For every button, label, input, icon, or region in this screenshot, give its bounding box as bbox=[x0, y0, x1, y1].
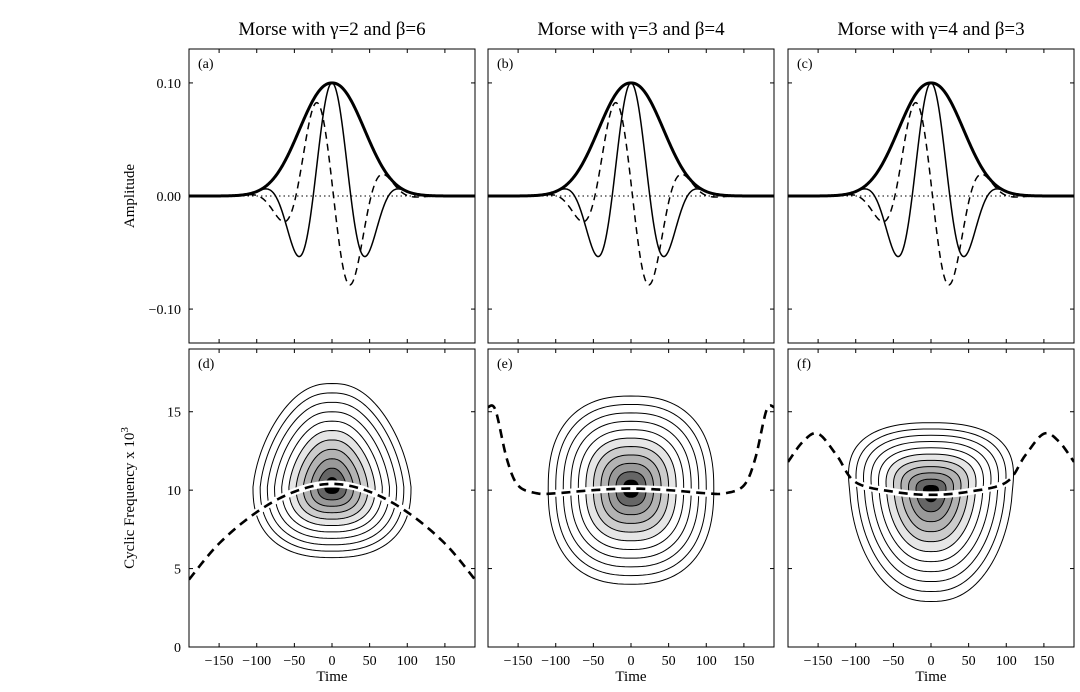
plot-area bbox=[788, 81, 1074, 286]
panel-label: (f) bbox=[797, 357, 811, 372]
x-tick-label: −100 bbox=[541, 654, 570, 669]
ridge-line bbox=[788, 431, 1074, 497]
panel-title: Morse with γ=2 and β=6 bbox=[238, 19, 425, 40]
plot-area bbox=[788, 422, 1074, 603]
panel-label: (e) bbox=[497, 357, 513, 372]
x-tick-label: 50 bbox=[363, 654, 377, 669]
x-tick-label: −50 bbox=[882, 654, 904, 669]
x-tick-label: −100 bbox=[841, 654, 870, 669]
y-tick-label: 0.10 bbox=[157, 77, 182, 92]
x-axis-label: Time bbox=[316, 669, 347, 685]
plot-area bbox=[488, 81, 774, 286]
y-axis-label: Amplitude bbox=[122, 164, 138, 229]
imaginary-part-line bbox=[788, 101, 1074, 286]
panel-label: (a) bbox=[198, 57, 214, 72]
real-part-line bbox=[788, 82, 1074, 258]
x-tick-label: −50 bbox=[582, 654, 604, 669]
panel-b: (b) Morse with γ=3 and β=4 bbox=[487, 19, 775, 344]
panel-c: (c) Morse with γ=4 and β=3 bbox=[787, 19, 1075, 344]
panel-e: −150 −100 −50 0 50 100 150 (e) Time bbox=[487, 348, 775, 685]
x-tick-label: −100 bbox=[242, 654, 271, 669]
x-tick-label: 150 bbox=[733, 654, 754, 669]
panel-title: Morse with γ=3 and β=4 bbox=[537, 19, 725, 40]
x-axis-label: Time bbox=[615, 669, 646, 685]
panels: 0.10 0.00 −0.10 (a) Morse with γ=2 and β=6 Am… bbox=[119, 19, 1075, 685]
x-tick-label: 150 bbox=[1033, 654, 1054, 669]
real-part-line bbox=[488, 82, 774, 258]
x-tick-label: 100 bbox=[397, 654, 418, 669]
x-tick-label: −150 bbox=[504, 654, 533, 669]
y-tick-label: 0.00 bbox=[157, 190, 182, 205]
envelope-line bbox=[788, 81, 1074, 198]
x-tick-label: 0 bbox=[329, 654, 336, 669]
plot-area bbox=[488, 395, 774, 585]
x-tick-label: −150 bbox=[205, 654, 234, 669]
y-tick-label: 10 bbox=[167, 484, 181, 499]
x-tick-label: 150 bbox=[434, 654, 455, 669]
x-tick-label: −50 bbox=[283, 654, 305, 669]
y-axis-label: Cyclic Frequency x 103 bbox=[119, 427, 138, 569]
ridge-line bbox=[189, 482, 475, 581]
panel-label: (d) bbox=[198, 357, 215, 372]
envelope-line bbox=[189, 81, 475, 198]
ridge-line bbox=[488, 404, 774, 496]
imaginary-part-line bbox=[189, 101, 475, 286]
panel-a: 0.10 0.00 −0.10 (a) Morse with γ=2 and β=6 Am… bbox=[122, 19, 476, 344]
x-tick-label: 100 bbox=[996, 654, 1017, 669]
panel-title: Morse with γ=4 and β=3 bbox=[837, 19, 1024, 40]
x-tick-label: 100 bbox=[696, 654, 717, 669]
x-axis-label: Time bbox=[915, 669, 946, 685]
x-tick-label: 50 bbox=[662, 654, 676, 669]
y-tick-label: 0 bbox=[174, 641, 181, 656]
y-tick-label: 15 bbox=[167, 406, 181, 421]
panel-label: (c) bbox=[797, 57, 813, 72]
plot-area bbox=[189, 81, 475, 286]
panel-label: (b) bbox=[497, 57, 514, 72]
envelope-line bbox=[488, 81, 774, 198]
x-tick-label: 0 bbox=[628, 654, 635, 669]
panel-f: −150 −100 −50 0 50 100 150 (f) Time bbox=[787, 348, 1075, 685]
panel-d: 0 5 10 15 −150 −100 −50 0 50 100 150 (d) Time Cyclic … bbox=[119, 348, 476, 685]
x-tick-label: 50 bbox=[962, 654, 976, 669]
plot-area bbox=[189, 383, 475, 581]
y-tick-label: −0.10 bbox=[149, 303, 181, 318]
real-part-line bbox=[189, 82, 475, 258]
y-tick-label: 5 bbox=[174, 563, 181, 578]
x-tick-label: 0 bbox=[928, 654, 935, 669]
imaginary-part-line bbox=[488, 101, 774, 286]
x-tick-label: −150 bbox=[804, 654, 833, 669]
